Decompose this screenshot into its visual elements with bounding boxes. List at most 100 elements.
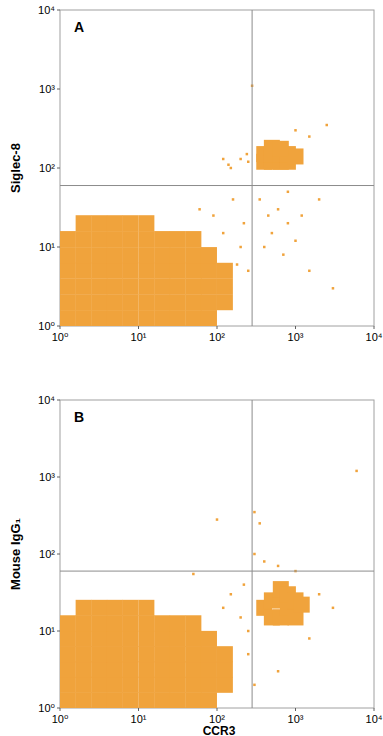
event-cluster bbox=[107, 247, 123, 263]
x-tick-label: 10⁴ bbox=[366, 713, 383, 725]
x-tick-label: 10¹ bbox=[131, 331, 147, 343]
event bbox=[267, 214, 270, 217]
event bbox=[192, 573, 195, 576]
y-tick-label: 10⁰ bbox=[38, 702, 55, 714]
event-cluster bbox=[138, 231, 154, 247]
event bbox=[253, 553, 256, 556]
event-cluster bbox=[107, 662, 123, 678]
event-cluster bbox=[107, 310, 123, 326]
event bbox=[227, 163, 230, 166]
event bbox=[243, 583, 246, 586]
event-cluster bbox=[273, 141, 289, 157]
event bbox=[247, 160, 250, 163]
x-tick bbox=[374, 326, 375, 329]
event-cluster bbox=[91, 294, 107, 310]
event-cluster bbox=[138, 247, 154, 263]
event-cluster bbox=[91, 677, 107, 693]
x-tick bbox=[138, 326, 139, 329]
y-tick bbox=[57, 326, 60, 327]
event-cluster bbox=[76, 662, 92, 678]
x-tick-label: 10² bbox=[209, 331, 225, 343]
event bbox=[232, 198, 235, 201]
event-cluster bbox=[138, 294, 154, 310]
event-cluster bbox=[76, 294, 92, 310]
gate-horizontal bbox=[60, 185, 374, 186]
event-cluster bbox=[107, 615, 123, 631]
event-cluster bbox=[76, 692, 92, 708]
event-cluster bbox=[76, 677, 92, 693]
event bbox=[271, 232, 274, 235]
y-tick-label: 10³ bbox=[39, 471, 55, 483]
event-cluster bbox=[294, 597, 310, 613]
x-tick bbox=[217, 708, 218, 711]
points bbox=[60, 10, 374, 326]
y-tick bbox=[57, 247, 60, 248]
event bbox=[318, 593, 321, 596]
event-cluster bbox=[122, 247, 138, 263]
panel-0: 10⁰10¹10²10³10⁴10⁰10¹10²10³10⁴ASiglec-8 bbox=[8, 4, 383, 343]
gate-vertical bbox=[252, 400, 253, 708]
event-cluster bbox=[154, 631, 170, 647]
event-cluster bbox=[201, 677, 217, 693]
event-cluster bbox=[138, 310, 154, 326]
event-cluster bbox=[76, 615, 92, 631]
event-cluster bbox=[91, 692, 107, 708]
event-cluster bbox=[76, 263, 92, 279]
y-tick-label: 10³ bbox=[39, 83, 55, 95]
y-tick-label: 10⁴ bbox=[38, 394, 55, 406]
event-cluster bbox=[107, 294, 123, 310]
gate-vertical bbox=[252, 10, 253, 326]
event-cluster bbox=[217, 646, 233, 662]
event-cluster bbox=[138, 677, 154, 693]
x-tick-label: 10³ bbox=[288, 713, 304, 725]
event bbox=[287, 222, 290, 225]
event-cluster bbox=[60, 677, 76, 693]
x-tick bbox=[295, 708, 296, 711]
event-cluster bbox=[170, 263, 186, 279]
event-cluster bbox=[201, 279, 217, 295]
x-axis-label: CCR3 bbox=[203, 724, 236, 736]
plot-frame bbox=[60, 10, 374, 326]
event-cluster bbox=[154, 279, 170, 295]
x-tick bbox=[138, 708, 139, 711]
event-cluster bbox=[122, 231, 138, 247]
event bbox=[247, 630, 250, 633]
event bbox=[216, 518, 219, 521]
event-cluster bbox=[60, 692, 76, 708]
y-tick bbox=[57, 89, 60, 90]
event-cluster bbox=[201, 662, 217, 678]
event-cluster bbox=[185, 294, 201, 310]
event-cluster bbox=[170, 646, 186, 662]
event-cluster bbox=[76, 600, 92, 616]
event-cluster bbox=[185, 279, 201, 295]
event-cluster bbox=[107, 692, 123, 708]
event-cluster bbox=[154, 692, 170, 708]
event-cluster bbox=[217, 677, 233, 693]
gate-horizontal bbox=[60, 571, 374, 572]
event bbox=[230, 593, 233, 596]
event-cluster bbox=[138, 600, 154, 616]
event-cluster bbox=[217, 662, 233, 678]
event-cluster bbox=[170, 294, 186, 310]
event-cluster bbox=[138, 263, 154, 279]
event-cluster bbox=[107, 631, 123, 647]
y-axis-label: Mouse IgG₁ bbox=[8, 518, 23, 590]
event bbox=[246, 153, 249, 156]
event-cluster bbox=[185, 310, 201, 326]
event-cluster bbox=[107, 600, 123, 616]
event-cluster bbox=[185, 615, 201, 631]
event bbox=[239, 246, 242, 249]
event bbox=[263, 246, 266, 249]
event-cluster bbox=[201, 692, 217, 708]
event-cluster bbox=[201, 310, 217, 326]
event bbox=[332, 607, 335, 610]
event-cluster bbox=[201, 631, 217, 647]
event-cluster bbox=[154, 294, 170, 310]
event bbox=[230, 167, 233, 170]
event bbox=[230, 287, 233, 290]
event bbox=[277, 208, 280, 211]
event-cluster bbox=[91, 279, 107, 295]
event bbox=[243, 222, 246, 225]
event-cluster bbox=[154, 615, 170, 631]
event-cluster bbox=[60, 615, 76, 631]
